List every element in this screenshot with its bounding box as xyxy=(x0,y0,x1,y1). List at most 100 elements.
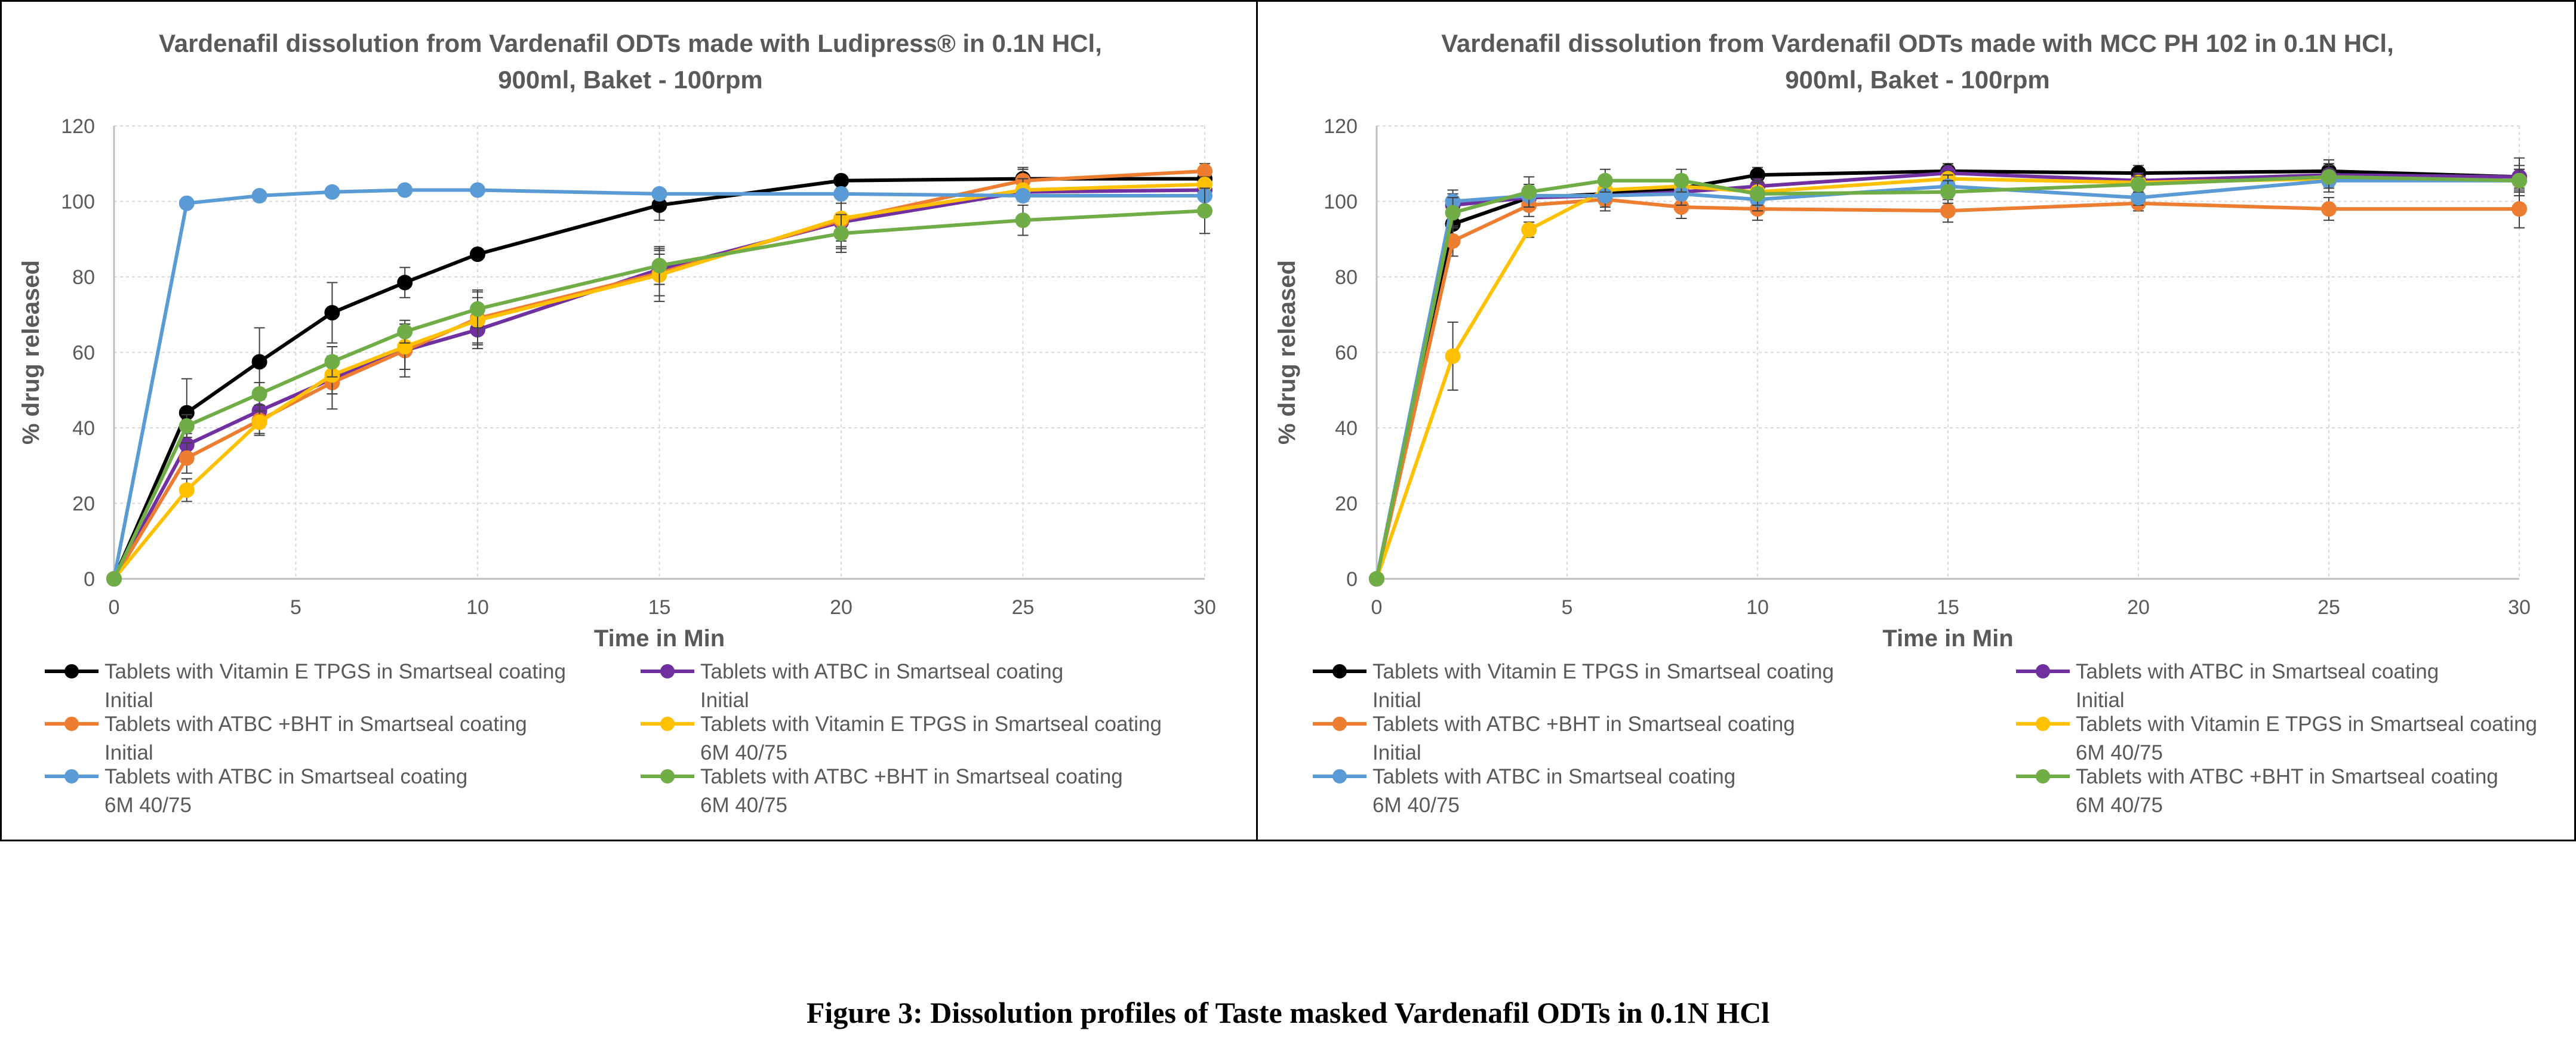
legend-swatch-marker xyxy=(660,769,675,783)
y-tick-label: 120 xyxy=(61,115,95,138)
chart-ludipress: Vardenafil dissolution from Vardenafil O… xyxy=(18,29,1216,817)
data-point-series-6 xyxy=(2131,177,2146,193)
legend-label: Tablets with ATBC in Smartseal coating xyxy=(700,660,1063,683)
legend-label: Tablets with ATBC +BHT in Smartseal coat… xyxy=(2076,765,2498,788)
legend-label: Tablets with ATBC in Smartseal coating xyxy=(1372,765,1735,788)
series-line-1 xyxy=(112,177,1205,580)
data-point-series-6 xyxy=(1673,172,1689,189)
legend-label-sub: 6M 40/75 xyxy=(2076,794,2163,817)
legend-label: Tablets with ATBC +BHT in Smartseal coat… xyxy=(104,712,527,736)
legend-swatch-marker xyxy=(2036,717,2050,731)
x-tick-label: 25 xyxy=(2318,596,2340,619)
x-tick-label: 30 xyxy=(1193,596,1216,619)
legend-label-sub: 6M 40/75 xyxy=(700,794,787,817)
y-tick-label: 0 xyxy=(84,568,95,591)
chart-panel-mcc: Vardenafil dissolution from Vardenafil O… xyxy=(1256,0,2576,841)
data-point-series-1 xyxy=(470,246,485,263)
data-point-series-1 xyxy=(324,305,340,321)
x-tick-label: 5 xyxy=(1562,596,1573,619)
data-point-series-6 xyxy=(178,418,195,434)
figure-caption: Figure 3: Dissolution profiles of Taste … xyxy=(806,996,1770,1029)
y-tick-label: 100 xyxy=(61,191,95,214)
y-tick-label: 20 xyxy=(72,493,95,516)
legend-label-sub: 6M 40/75 xyxy=(104,794,192,817)
data-point-series-4 xyxy=(1521,221,1537,237)
legend-swatch-marker xyxy=(660,664,675,678)
legend-label: Tablets with ATBC +BHT in Smartseal coat… xyxy=(700,765,1123,788)
y-tick-label: 60 xyxy=(72,342,95,365)
legend-swatch-marker xyxy=(64,717,79,731)
y-tick-label: 100 xyxy=(1324,191,1358,214)
data-point-series-5 xyxy=(251,188,267,204)
y-tick-label: 40 xyxy=(72,417,95,440)
legend-label-sub: Initial xyxy=(1372,741,1421,764)
data-point-series-6 xyxy=(2512,172,2527,189)
series-line-6 xyxy=(112,209,1205,580)
data-point-series-6 xyxy=(106,571,122,587)
y-tick-label: 0 xyxy=(1346,568,1358,591)
data-point-series-6 xyxy=(1597,172,1613,189)
x-tick-label: 10 xyxy=(1746,596,1769,619)
data-point-series-4 xyxy=(178,482,195,498)
x-axis-label: Time in Min xyxy=(594,625,725,652)
y-tick-label: 60 xyxy=(1335,342,1358,365)
chart-title-line-2: 900ml, Baket - 100rpm xyxy=(1785,66,2050,94)
data-point-series-6 xyxy=(2321,169,2337,185)
data-point-series-1 xyxy=(397,274,413,291)
legend-swatch-marker xyxy=(660,717,675,731)
data-point-series-5 xyxy=(324,184,340,200)
legend-label-sub: 6M 40/75 xyxy=(1372,794,1460,817)
legend-swatch-marker xyxy=(2036,664,2050,678)
x-tick-label: 15 xyxy=(648,596,671,619)
data-point-series-5 xyxy=(651,186,667,202)
x-tick-label: 5 xyxy=(290,596,301,619)
x-tick-label: 25 xyxy=(1012,596,1035,619)
chart-title-line-1: Vardenafil dissolution from Vardenafil O… xyxy=(1441,29,2394,57)
legend-label-sub: Initial xyxy=(1372,689,1421,712)
data-point-series-6 xyxy=(651,258,667,274)
data-point-series-3 xyxy=(1940,203,1956,219)
legend-swatch-marker xyxy=(64,664,79,678)
data-point-series-1 xyxy=(833,172,849,189)
data-point-series-4 xyxy=(1445,348,1461,364)
y-tick-label: 120 xyxy=(1324,115,1358,138)
legend-label-sub: 6M 40/75 xyxy=(700,741,787,764)
y-tick-label: 40 xyxy=(1335,417,1358,440)
series-line-3 xyxy=(1375,198,2519,579)
legend-swatch-marker xyxy=(1332,769,1347,783)
x-tick-label: 20 xyxy=(830,596,852,619)
x-axis-label: Time in Min xyxy=(1882,625,2013,652)
data-point-series-6 xyxy=(397,323,413,340)
legend-label-sub: Initial xyxy=(104,689,153,712)
data-point-series-5 xyxy=(2131,190,2146,206)
legend-label-sub: Initial xyxy=(700,689,749,712)
data-point-series-4 xyxy=(251,414,267,430)
y-tick-label: 80 xyxy=(72,266,95,289)
x-tick-label: 10 xyxy=(466,596,489,619)
data-point-series-3 xyxy=(2321,201,2337,217)
chart-title-line-1: Vardenafil dissolution from Vardenafil O… xyxy=(159,29,1102,57)
x-tick-label: 15 xyxy=(1937,596,1959,619)
y-axis-label: % drug released xyxy=(18,260,44,445)
legend-swatch-marker xyxy=(1332,664,1347,678)
data-point-series-6 xyxy=(1369,571,1384,587)
data-point-series-6 xyxy=(1750,186,1765,202)
legend-label: Tablets with ATBC +BHT in Smartseal coat… xyxy=(1372,712,1795,736)
data-point-series-3 xyxy=(2512,201,2527,217)
series-line-5 xyxy=(112,188,1205,579)
legend-label-sub: Initial xyxy=(2076,689,2125,712)
series-line-6 xyxy=(1375,175,2520,579)
x-tick-label: 0 xyxy=(109,596,120,619)
legend-swatch-marker xyxy=(2036,769,2050,783)
data-point-series-5 xyxy=(833,186,849,202)
series-line-5 xyxy=(1375,178,2519,579)
legend-label: Tablets with Vitamin E TPGS in Smartseal… xyxy=(1372,660,1834,683)
data-point-series-6 xyxy=(1445,205,1461,221)
legend-label: Tablets with ATBC in Smartseal coating xyxy=(104,765,467,788)
chart-panel-ludipress: Vardenafil dissolution from Vardenafil O… xyxy=(0,0,1258,841)
legend-label-sub: 6M 40/75 xyxy=(2076,741,2163,764)
y-tick-label: 20 xyxy=(1335,493,1358,516)
y-axis-label: % drug released xyxy=(1274,260,1300,445)
data-point-series-1 xyxy=(251,354,267,370)
legend-label: Tablets with Vitamin E TPGS in Smartseal… xyxy=(700,712,1162,736)
